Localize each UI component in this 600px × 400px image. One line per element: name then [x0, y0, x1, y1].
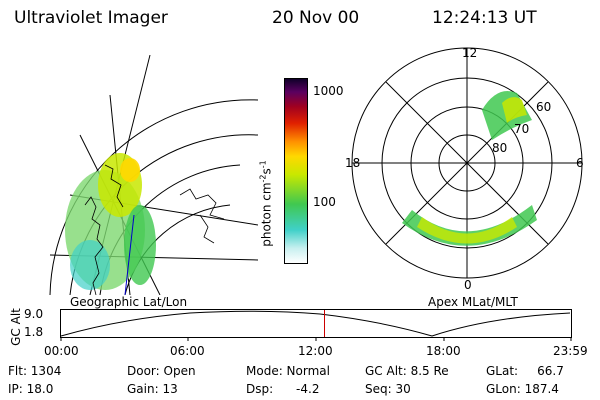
colorbar-unit-label: photon cm-2s-1 — [258, 160, 274, 247]
instrument-title: Ultraviolet Imager — [14, 8, 168, 28]
mlat-label-60: 60 — [536, 100, 551, 114]
mlt-label-0: 0 — [464, 278, 472, 292]
mlt-label-12: 12 — [462, 46, 477, 60]
ip-value: IP: 18.0 — [8, 382, 54, 396]
geographic-map — [49, 55, 258, 295]
altitude-tick-9: 9.0 — [24, 307, 44, 321]
door-status: Door: Open — [127, 364, 196, 378]
colorbar-tick-1000: 1000 — [313, 84, 344, 98]
x-tick-label-2359: 23:59 — [553, 344, 588, 358]
gain-value: Gain: 13 — [127, 382, 178, 396]
mlt-label-18: 18 — [345, 156, 360, 170]
mlt-label-6: 6 — [576, 156, 584, 170]
x-tick-label-1200: 12:00 — [298, 344, 333, 358]
aurora-emission — [65, 153, 156, 290]
glat-value: GLat: 66.7 — [486, 364, 564, 378]
altitude-axis-label: GC Alt — [9, 308, 23, 346]
polar-plot: 12 0 18 6 60 70 80 — [345, 46, 584, 292]
coastlines — [84, 164, 225, 295]
altitude-tick-1_8: 1.8 — [24, 325, 44, 339]
dsp-value: Dsp: -4.2 — [246, 382, 320, 396]
altitude-plot — [60, 309, 572, 341]
gc-altitude-value: GC Alt: 8.5 Re — [365, 364, 449, 378]
lat-circle — [49, 99, 258, 295]
geo-panel-caption: Geographic Lat/Lon — [70, 295, 188, 309]
polar-panel-caption: Apex MLat/MLT — [428, 295, 518, 309]
colorbar-tick-100: 100 — [313, 195, 336, 209]
x-tick-label-1800: 18:00 — [426, 344, 461, 358]
time-label: 12:24:13 UT — [432, 8, 537, 28]
mlat-label-80: 80 — [492, 141, 507, 155]
glon-value: GLon: 187.4 — [486, 382, 559, 396]
terminator-line — [124, 214, 135, 295]
polar-aurora — [402, 91, 537, 246]
date-label: 20 Nov 00 — [272, 8, 360, 28]
x-tick-label-0000: 00:00 — [44, 344, 79, 358]
seq-value: Seq: 30 — [365, 382, 411, 396]
mlat-label-70: 70 — [514, 122, 529, 136]
altitude-curve — [60, 310, 571, 337]
mode-value: Mode: Normal — [246, 364, 330, 378]
flight-number: Flt: 1304 — [8, 364, 62, 378]
color-scale-bar — [284, 78, 308, 264]
x-tick-label-0600: 06:00 — [170, 344, 205, 358]
